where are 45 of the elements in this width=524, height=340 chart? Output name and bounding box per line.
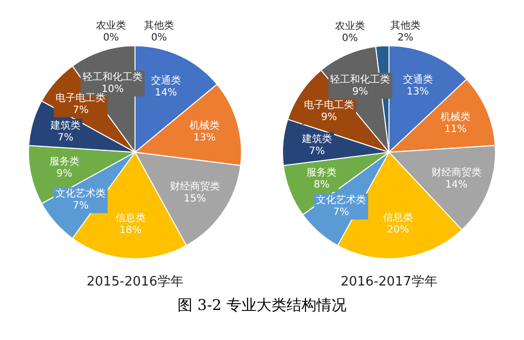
text: 2015-2016学年 [86,274,184,290]
data-label: 7% [58,132,74,144]
slice-label: 财经商贸类 [170,180,220,192]
text: 2016-2017学年 [340,274,438,290]
data-label: 7% [72,200,89,212]
text: 0% [342,33,358,44]
slice-label: 文化艺术类 [316,194,366,206]
data-label: 7% [72,104,89,116]
data-label: 11% [444,124,467,136]
data-label: 8% [314,179,330,190]
data-label: 7% [308,146,325,157]
data-label: 9% [56,168,72,180]
data-label: 14% [445,179,468,190]
data-label: 9% [352,86,368,98]
slice-label: 电子电工类 [304,99,354,112]
category-label: 农业类 [96,20,126,32]
slice-label: 信息类 [383,212,414,224]
slice-label: 文化艺术类 [56,188,106,200]
data-label: 18% [119,225,142,236]
data-label: 9% [321,112,338,124]
slice-label: 机械类 [440,111,470,124]
text: 0% [103,32,119,44]
data-label: 2% [397,32,414,44]
slice-label: 建筑类 [300,132,332,145]
slice-label: 服务类 [306,166,337,178]
data-label: 7% [333,207,350,218]
data-label: 13% [406,86,429,98]
slice-label: 轻工和化工类 [82,70,143,83]
slice-label: 交通类 [150,74,181,86]
slice-label: 服务类 [49,156,80,168]
data-label: 15% [184,194,206,204]
data-label: 13% [193,132,216,144]
slice-label: 机械类 [190,120,220,132]
slice-label: 建筑类 [49,120,80,132]
data-label: 14% [154,87,177,98]
category-label: 农业类 [334,21,365,32]
slice-label: 其他类 [390,20,420,32]
slice-label: 财经商贸类 [431,166,482,178]
data-label: 20% [386,224,410,236]
category-label: 其他类 [144,20,174,32]
slice-label: 信息类 [115,212,146,224]
slice-label: 交通类 [402,73,433,86]
caption: 图 3-2 专业大类结构情况 [176,296,348,315]
slice-label: 轻工和化工类 [330,73,390,86]
text: 0% [151,32,167,44]
